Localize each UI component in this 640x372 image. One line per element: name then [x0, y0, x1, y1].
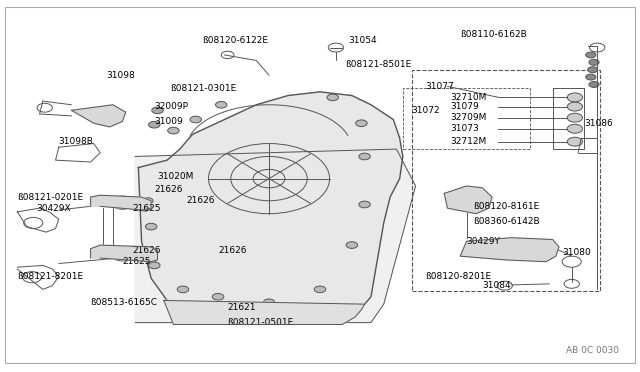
Text: 21626: 21626	[132, 246, 161, 255]
Circle shape	[586, 52, 596, 58]
Circle shape	[168, 127, 179, 134]
Text: 31020M: 31020M	[157, 172, 194, 181]
Text: ß08513-6165C: ß08513-6165C	[91, 298, 157, 307]
Text: 30429X: 30429X	[36, 203, 71, 213]
Circle shape	[589, 60, 599, 65]
Text: ß08120-8161E: ß08120-8161E	[473, 202, 539, 211]
Circle shape	[148, 262, 160, 269]
Text: 31098B: 31098B	[59, 137, 93, 146]
Text: 21625: 21625	[122, 257, 151, 266]
Circle shape	[177, 286, 189, 293]
Circle shape	[567, 124, 582, 133]
Bar	[552, 88, 584, 149]
Polygon shape	[444, 186, 492, 214]
Text: 32712M: 32712M	[451, 137, 487, 146]
Text: 31084: 31084	[483, 281, 511, 290]
Circle shape	[108, 198, 118, 204]
Circle shape	[140, 250, 150, 256]
Bar	[403, 88, 531, 149]
Text: ß08360-6142B: ß08360-6142B	[473, 217, 540, 225]
Circle shape	[346, 242, 358, 248]
Text: ß08121-8501E: ß08121-8501E	[346, 60, 412, 69]
Text: 21625: 21625	[132, 203, 161, 213]
Polygon shape	[135, 149, 415, 323]
Circle shape	[567, 137, 582, 146]
Circle shape	[359, 153, 371, 160]
Circle shape	[588, 67, 598, 73]
Circle shape	[108, 250, 118, 256]
Text: 21621: 21621	[228, 303, 256, 312]
Text: 30429Y: 30429Y	[467, 237, 500, 246]
Polygon shape	[460, 238, 559, 262]
Polygon shape	[91, 195, 151, 210]
Text: 21626: 21626	[154, 185, 183, 194]
Circle shape	[263, 299, 275, 306]
Polygon shape	[72, 105, 125, 127]
Circle shape	[327, 94, 339, 101]
Text: 31080: 31080	[562, 248, 591, 257]
Text: 31054: 31054	[349, 36, 378, 45]
Text: 21626: 21626	[218, 246, 246, 255]
Circle shape	[567, 113, 582, 122]
Text: 31098: 31098	[106, 71, 135, 80]
Text: ß08121-0301E: ß08121-0301E	[170, 84, 237, 93]
Circle shape	[314, 286, 326, 293]
Circle shape	[216, 102, 227, 108]
Bar	[412, 70, 600, 291]
Circle shape	[152, 107, 163, 113]
Circle shape	[140, 205, 150, 211]
Circle shape	[567, 93, 582, 102]
Circle shape	[567, 102, 582, 111]
Text: ß08121-8201E: ß08121-8201E	[17, 272, 83, 281]
Polygon shape	[91, 245, 157, 262]
Text: 31077: 31077	[425, 82, 454, 91]
Text: ß08121-0201E: ß08121-0201E	[17, 193, 83, 202]
Circle shape	[586, 74, 596, 80]
Text: ß08120-6122E: ß08120-6122E	[202, 36, 268, 45]
Text: 21626: 21626	[186, 196, 214, 205]
Text: 31073: 31073	[451, 124, 479, 133]
Text: ß08120-8201E: ß08120-8201E	[425, 272, 492, 281]
Circle shape	[359, 201, 371, 208]
Text: 32709M: 32709M	[451, 113, 487, 122]
Circle shape	[356, 120, 367, 126]
Text: ß08110-6162B: ß08110-6162B	[460, 30, 527, 39]
Circle shape	[143, 198, 153, 204]
Circle shape	[148, 121, 160, 128]
Text: 32009P: 32009P	[154, 102, 188, 111]
Polygon shape	[138, 92, 403, 319]
Circle shape	[589, 81, 599, 87]
Circle shape	[145, 223, 157, 230]
Polygon shape	[164, 301, 365, 324]
Text: 32710M: 32710M	[451, 93, 487, 102]
Text: 31086: 31086	[584, 119, 613, 128]
Circle shape	[146, 257, 156, 263]
Text: 31009: 31009	[154, 117, 183, 126]
Circle shape	[190, 116, 202, 123]
Text: ß08121-0501E: ß08121-0501E	[228, 318, 294, 327]
Text: 31072: 31072	[412, 106, 440, 115]
Text: 31079: 31079	[451, 102, 479, 111]
Text: AB 0C 0030: AB 0C 0030	[566, 346, 620, 355]
Circle shape	[212, 294, 224, 300]
